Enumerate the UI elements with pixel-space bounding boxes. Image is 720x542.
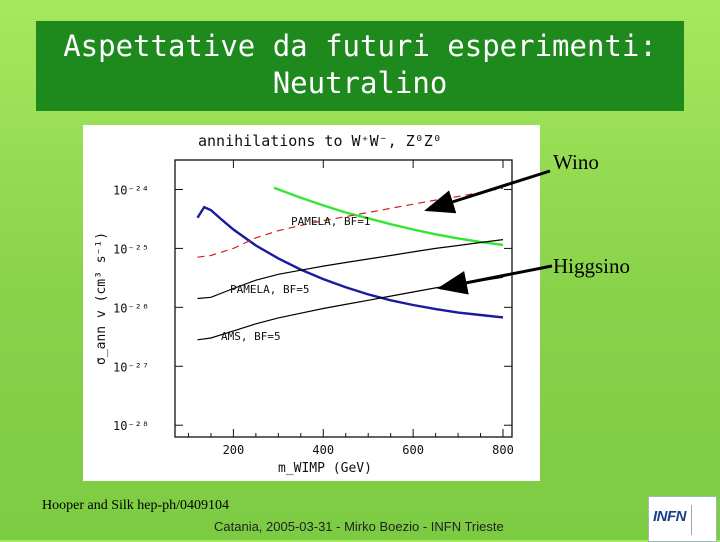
infn-logo: INFN [648, 496, 717, 542]
chart-title: annihilations to W⁺W⁻, Z⁰Z⁰ [198, 132, 442, 150]
y-tick-label: 10⁻²⁷ [113, 360, 149, 374]
x-tick-label: 600 [402, 443, 424, 457]
x-axis-ticks: 200 400 600 800 [187, 160, 514, 457]
plot-area [174, 159, 513, 438]
chart-image: annihilations to W⁺W⁻, Z⁰Z⁰ 10⁻²⁴ 10⁻²⁵ 10… [83, 125, 540, 481]
infn-logo-text: INFN [653, 508, 687, 525]
x-tick-label: 200 [223, 443, 245, 457]
wino-annotation: Wino [553, 150, 599, 174]
y-tick-label: 10⁻²⁵ [113, 242, 149, 256]
curve-label-pamela-bf1: PAMELA, BF=1 [291, 215, 370, 228]
y-axis-ticks: 10⁻²⁴ 10⁻²⁵ 10⁻²⁶ 10⁻²⁷ 10⁻²⁸ [113, 183, 512, 433]
series-group [196, 186, 504, 341]
x-axis-label: m_WIMP (GeV) [278, 461, 372, 476]
series-pamela-bf-5 [197, 239, 504, 300]
x-tick-label: 400 [312, 443, 334, 457]
y-axis-label: σ_ann v (cm³ s⁻¹) [94, 232, 109, 365]
series-higgsino [196, 205, 504, 319]
curve-label-ams-bf5: AMS, BF=5 [221, 330, 281, 343]
y-tick-label: 10⁻²⁸ [113, 419, 149, 433]
x-tick-label: 800 [492, 443, 514, 457]
infn-logo-side [691, 505, 713, 535]
curve-label-pamela-bf5: PAMELA, BF=5 [230, 283, 309, 296]
slide-title-line2: Neutralino [272, 66, 448, 100]
higgsino-annotation: Higgsino [553, 254, 631, 278]
y-tick-label: 10⁻²⁴ [113, 183, 149, 197]
chart-svg: annihilations to W⁺W⁻, Z⁰Z⁰ 10⁻²⁴10⁻²⁵10… [94, 132, 514, 476]
series-wino [273, 186, 504, 247]
footer-text: Catania, 2005-03-31 - Mirko Boezio - INF… [214, 519, 504, 534]
slide-title-line1: Aspettative da futuri esperimenti: [63, 29, 657, 63]
slide-title: Aspettative da futuri esperimenti: Neutr… [36, 21, 684, 111]
citation-text: Hooper and Silk hep-ph/0409104 [42, 498, 230, 513]
y-tick-label: 10⁻²⁶ [113, 301, 149, 315]
